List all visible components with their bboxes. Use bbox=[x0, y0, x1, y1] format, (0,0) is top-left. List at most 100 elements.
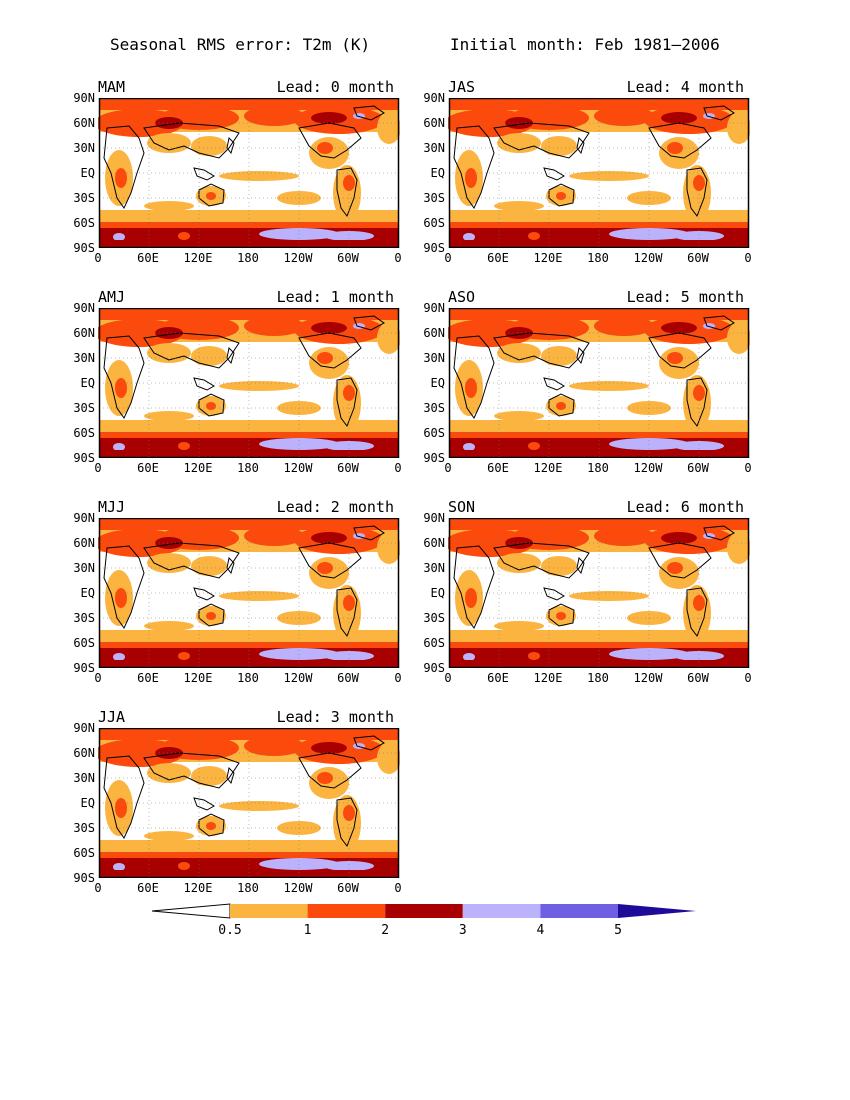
colorbar-tick-label: 1 bbox=[303, 923, 312, 938]
lead-label: Lead: 5 month bbox=[626, 288, 744, 306]
lon-tick-label: 60E bbox=[487, 671, 509, 685]
lon-tick-label: 120E bbox=[533, 671, 563, 685]
lat-tick-label: 90N bbox=[73, 301, 95, 315]
season-label: AMJ bbox=[98, 288, 126, 306]
rms-error-map bbox=[98, 728, 400, 878]
lon-tick-label: 60E bbox=[137, 251, 159, 265]
lat-tick-label: 60N bbox=[73, 326, 95, 340]
season-label: MJJ bbox=[98, 498, 126, 516]
lat-tick-label: 30N bbox=[73, 561, 95, 575]
lon-tick-label: 180 bbox=[587, 461, 609, 475]
map-panel-aso: ASO Lead: 5 month 90N 60N 30N EQ 30S 60S 90S 0 60E… bbox=[423, 288, 751, 478]
lat-tick-label: 30N bbox=[73, 351, 95, 365]
season-label: ASO bbox=[448, 288, 476, 306]
lon-tick-label: 120E bbox=[183, 881, 213, 895]
lat-tick-label: 90N bbox=[73, 91, 95, 105]
lon-tick-label: 0 bbox=[94, 461, 102, 475]
lon-tick-label: 0 bbox=[394, 881, 402, 895]
panel-header: JJA Lead: 3 month bbox=[98, 708, 400, 726]
lon-tick-label: 60W bbox=[687, 671, 709, 685]
colorbar-bin bbox=[230, 904, 308, 918]
map-panel-jas: JAS Lead: 4 month 90N 60N 30N EQ 30S 60S 90S 0 60E… bbox=[423, 78, 751, 268]
lon-tick-label: 0 bbox=[394, 671, 402, 685]
lat-tick-label: 90N bbox=[73, 511, 95, 525]
lat-tick-label: 90S bbox=[423, 451, 445, 465]
lat-tick-label: 60N bbox=[73, 536, 95, 550]
lon-tick-label: 60W bbox=[687, 251, 709, 265]
colorbar-bin bbox=[307, 904, 386, 918]
rms-error-map bbox=[98, 308, 400, 458]
lead-label: Lead: 6 month bbox=[626, 498, 744, 516]
lat-tick-label: 30N bbox=[73, 771, 95, 785]
panel-header: AMJ Lead: 1 month bbox=[98, 288, 400, 306]
lon-tick-label: 120E bbox=[183, 251, 213, 265]
lat-tick-label: 60N bbox=[73, 116, 95, 130]
figure-subtitle: Initial month: Feb 1981–2006 bbox=[450, 35, 720, 54]
lon-tick-label: 180 bbox=[587, 671, 609, 685]
lat-tick-label: 30S bbox=[423, 611, 445, 625]
lon-tick-label: 0 bbox=[444, 251, 452, 265]
lon-tick-label: 0 bbox=[94, 881, 102, 895]
lat-tick-label: 30S bbox=[423, 401, 445, 415]
lat-tick-label: 30N bbox=[423, 351, 445, 365]
lon-tick-label: 0 bbox=[744, 671, 752, 685]
lat-tick-label: 90S bbox=[73, 871, 95, 885]
season-label: MAM bbox=[98, 78, 126, 96]
lat-tick-label: 60N bbox=[423, 116, 445, 130]
colorbar-tick-label: 0.5 bbox=[218, 923, 242, 938]
lon-tick-label: 60W bbox=[337, 251, 359, 265]
colorbar-tick-label: 2 bbox=[381, 923, 390, 938]
lat-tick-label: 60N bbox=[423, 536, 445, 550]
lat-tick-label: 30S bbox=[73, 401, 95, 415]
lon-tick-label: 180 bbox=[587, 251, 609, 265]
lat-tick-label: 60S bbox=[73, 636, 95, 650]
map-panel-son: SON Lead: 6 month 90N 60N 30N EQ 30S 60S 90S 0 60E… bbox=[423, 498, 751, 688]
lat-tick-label: 90N bbox=[73, 721, 95, 735]
lat-tick-label: 90S bbox=[73, 661, 95, 675]
rms-error-map bbox=[448, 98, 750, 248]
lon-tick-label: 0 bbox=[394, 251, 402, 265]
lat-tick-label: 90S bbox=[423, 241, 445, 255]
lat-tick-label: EQ bbox=[80, 376, 95, 390]
lon-tick-label: 120E bbox=[183, 461, 213, 475]
lat-tick-label: 90S bbox=[423, 661, 445, 675]
figure-title: Seasonal RMS error: T2m (K) bbox=[110, 35, 371, 54]
panel-header: MJJ Lead: 2 month bbox=[98, 498, 400, 516]
lon-tick-label: 120W bbox=[283, 461, 313, 475]
season-label: SON bbox=[448, 498, 476, 516]
lon-tick-label: 120E bbox=[533, 251, 563, 265]
lat-tick-label: 30N bbox=[423, 141, 445, 155]
lon-tick-label: 60E bbox=[487, 461, 509, 475]
lead-label: Lead: 1 month bbox=[276, 288, 394, 306]
season-label: JJA bbox=[98, 708, 126, 726]
lon-tick-label: 60W bbox=[687, 461, 709, 475]
lon-tick-label: 0 bbox=[94, 251, 102, 265]
lat-tick-label: EQ bbox=[80, 796, 95, 810]
lon-tick-label: 60E bbox=[137, 671, 159, 685]
map-panel-jja: JJA Lead: 3 month 90N 60N 30N EQ 30S 60S 90S 0 60E… bbox=[73, 708, 401, 898]
lat-tick-label: 90N bbox=[423, 301, 445, 315]
lon-tick-label: 120W bbox=[283, 881, 313, 895]
lat-tick-label: EQ bbox=[80, 586, 95, 600]
rms-error-map bbox=[98, 98, 400, 248]
rms-error-map bbox=[448, 518, 750, 668]
lon-tick-label: 180 bbox=[237, 881, 259, 895]
lon-tick-label: 120W bbox=[283, 251, 313, 265]
rms-error-map bbox=[98, 518, 400, 668]
lat-tick-label: 30S bbox=[73, 611, 95, 625]
colorbar bbox=[150, 900, 710, 940]
lat-tick-label: 60S bbox=[73, 846, 95, 860]
lon-tick-label: 60E bbox=[137, 881, 159, 895]
lat-tick-label: 30S bbox=[73, 821, 95, 835]
lead-label: Lead: 2 month bbox=[276, 498, 394, 516]
lat-tick-label: EQ bbox=[430, 166, 445, 180]
panel-header: JAS Lead: 4 month bbox=[448, 78, 750, 96]
colorbar-bin bbox=[540, 904, 618, 918]
lat-tick-label: EQ bbox=[430, 376, 445, 390]
map-panel-amj: AMJ Lead: 1 month 90N 60N 30N EQ 30S 60S 90S 0 60E… bbox=[73, 288, 401, 478]
lon-tick-label: 120W bbox=[283, 671, 313, 685]
lon-tick-label: 60E bbox=[487, 251, 509, 265]
lon-tick-label: 120W bbox=[633, 251, 663, 265]
lat-tick-label: 90S bbox=[73, 241, 95, 255]
colorbar-tick-label: 5 bbox=[614, 923, 622, 938]
